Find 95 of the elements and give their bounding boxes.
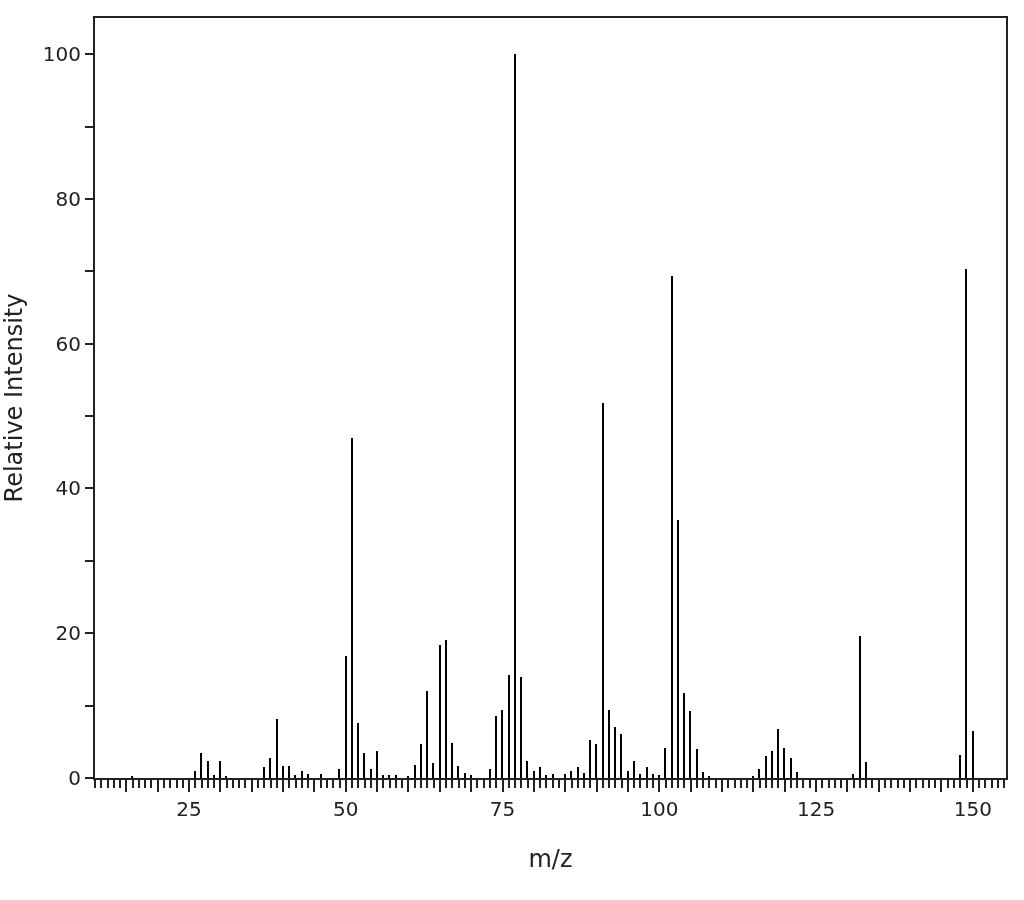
bar	[276, 719, 278, 778]
bar	[564, 774, 566, 778]
bar	[451, 743, 453, 778]
bar	[959, 755, 961, 778]
bar	[972, 731, 974, 778]
bar	[363, 753, 365, 778]
y-tick-label: 0	[68, 766, 81, 790]
bar	[533, 771, 535, 778]
bar	[689, 711, 691, 778]
bar	[583, 773, 585, 778]
bar	[526, 761, 528, 778]
bar	[282, 766, 284, 778]
bar	[620, 734, 622, 778]
x-tick-label: 50	[333, 797, 359, 821]
bar	[320, 774, 322, 778]
y-tick-label: 60	[55, 331, 81, 356]
bar	[200, 753, 202, 778]
bar	[464, 773, 466, 778]
bar	[658, 775, 660, 778]
bar	[213, 775, 215, 778]
bar	[602, 403, 604, 778]
y-axis-title: Relative Intensity	[0, 293, 28, 503]
x-tick-label: 25	[176, 797, 202, 821]
bar	[194, 771, 196, 778]
bar	[859, 636, 861, 778]
bar	[445, 640, 447, 778]
x-tick-label: 150	[953, 797, 992, 821]
bar	[570, 771, 572, 778]
bar	[426, 691, 428, 778]
y-tick-label: 100	[42, 42, 81, 67]
bar	[263, 767, 265, 778]
bar	[357, 723, 359, 778]
bar	[771, 751, 773, 778]
y-tick-label: 20	[55, 621, 81, 646]
bar	[269, 758, 271, 778]
bar	[345, 656, 347, 778]
bar	[702, 772, 704, 778]
x-tick-label: 125	[796, 797, 836, 821]
bar	[420, 744, 422, 778]
bar	[608, 710, 610, 778]
bar	[539, 767, 541, 778]
x-tick-label: 75	[489, 797, 516, 821]
bar	[414, 765, 416, 778]
bar	[646, 767, 648, 778]
bar	[520, 677, 522, 778]
bar	[783, 748, 785, 778]
bar	[301, 771, 303, 778]
bar	[470, 775, 472, 778]
bar	[758, 769, 760, 778]
bar	[696, 749, 698, 778]
bar	[865, 762, 867, 778]
bar	[388, 775, 390, 778]
bar	[652, 774, 654, 778]
bar	[552, 774, 554, 778]
y-tick-label: 40	[55, 476, 81, 501]
bar	[633, 761, 635, 778]
bar	[683, 693, 685, 778]
bar	[439, 645, 441, 778]
bar	[207, 761, 209, 778]
bar	[765, 756, 767, 778]
bar	[370, 769, 372, 778]
bar	[965, 269, 967, 778]
bar	[589, 740, 591, 778]
bar	[577, 767, 579, 778]
bar	[489, 769, 491, 778]
bar	[288, 766, 290, 778]
bar	[382, 775, 384, 778]
bar	[796, 772, 798, 778]
bar	[627, 771, 629, 778]
bar	[395, 775, 397, 778]
x-tick-label: 100	[640, 797, 679, 821]
y-tick-label: 80	[55, 186, 81, 211]
x-axis-title: m/z	[528, 844, 573, 873]
bar	[457, 766, 459, 778]
bar	[677, 520, 679, 778]
bar	[595, 744, 597, 778]
bar	[294, 775, 296, 778]
bar	[545, 775, 547, 778]
bar	[671, 276, 673, 778]
bar	[664, 748, 666, 778]
bar	[639, 774, 641, 778]
bar	[777, 729, 779, 778]
bar	[432, 763, 434, 778]
bar	[852, 774, 854, 778]
bar	[376, 751, 378, 778]
bar	[514, 54, 516, 778]
bar	[338, 769, 340, 778]
bar	[614, 727, 616, 778]
bar	[790, 758, 792, 778]
bar	[219, 761, 221, 778]
bar	[501, 710, 503, 778]
bar	[495, 716, 497, 778]
bar	[508, 675, 510, 778]
bar	[307, 774, 309, 778]
bar	[351, 438, 353, 778]
